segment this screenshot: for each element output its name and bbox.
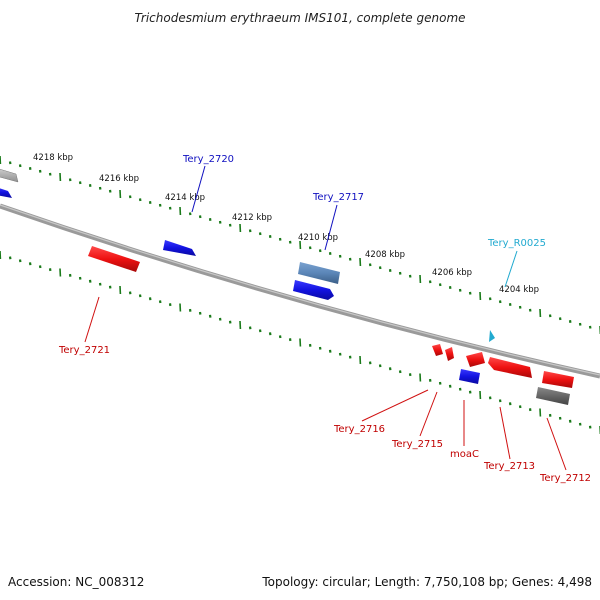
gene-feature[interactable] xyxy=(536,387,570,405)
map-title: Trichodesmium erythraeum IMS101, complet… xyxy=(134,11,465,25)
kbp-label: 4218 kbp xyxy=(33,153,73,163)
gene-label-tery-2720[interactable]: Tery_2720 xyxy=(182,154,234,165)
scale-labels: 4218 kbp 4216 kbp 4214 kbp 4212 kbp 4210… xyxy=(33,153,539,295)
kbp-label: 4216 kbp xyxy=(99,174,139,184)
gene-label-tery-r0025[interactable]: Tery_R0025 xyxy=(487,238,546,249)
scale-ticks-lower xyxy=(0,250,600,435)
kbp-label: 4208 kbp xyxy=(365,250,405,260)
gene-feature[interactable] xyxy=(489,330,495,342)
gene-feature[interactable] xyxy=(459,369,480,384)
gene-feature[interactable] xyxy=(298,262,340,284)
gene-label-tery-2717[interactable]: Tery_2717 xyxy=(312,192,364,203)
gene-feature[interactable] xyxy=(445,347,454,361)
genome-summary-text: Topology: circular; Length: 7,750,108 bp… xyxy=(261,575,592,589)
gene-feature[interactable] xyxy=(0,168,19,183)
genome-backbone xyxy=(0,203,600,379)
scale-ticks-upper xyxy=(0,155,600,335)
gene-feature[interactable] xyxy=(488,357,532,378)
leader-lines xyxy=(84,165,567,471)
gene-feature[interactable] xyxy=(88,246,140,272)
gene-feature[interactable] xyxy=(466,352,485,367)
kbp-label: 4204 kbp xyxy=(499,285,539,295)
gene-label-tery-2721[interactable]: Tery_2721 xyxy=(58,345,110,356)
gene-label-tery-2712[interactable]: Tery_2712 xyxy=(539,473,591,484)
gene-feature[interactable] xyxy=(0,187,12,198)
gene-label-tery-2713[interactable]: Tery_2713 xyxy=(483,461,535,472)
gene-label-tery-2715[interactable]: Tery_2715 xyxy=(391,439,443,450)
gene-feature[interactable] xyxy=(432,344,443,356)
kbp-label: 4210 kbp xyxy=(298,233,338,243)
gene-labels: Tery_2720 Tery_2717 Tery_R0025 Tery_2721… xyxy=(58,154,591,484)
kbp-label: 4214 kbp xyxy=(165,193,205,203)
gene-feature[interactable] xyxy=(542,371,574,388)
accession-text: Accession: NC_008312 xyxy=(8,575,144,589)
kbp-label: 4206 kbp xyxy=(432,268,472,278)
gene-label-tery-2716[interactable]: Tery_2716 xyxy=(333,424,385,435)
kbp-label: 4212 kbp xyxy=(232,213,272,223)
gene-feature[interactable] xyxy=(163,240,196,256)
gene-feature[interactable] xyxy=(293,280,334,300)
gene-label-moac[interactable]: moaC xyxy=(450,449,479,460)
gene-features xyxy=(0,168,574,405)
